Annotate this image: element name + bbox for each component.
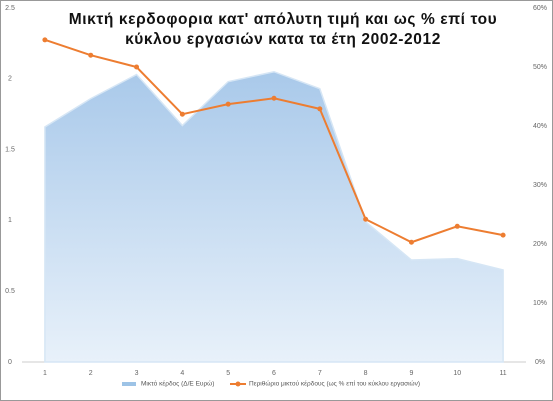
marker: [134, 64, 140, 70]
y-tick-label: 2.5: [5, 5, 15, 12]
y2-tick-label: 30%: [533, 182, 547, 189]
x-tick-label: 9: [410, 370, 414, 377]
x-tick-label: 3: [135, 370, 139, 377]
area: [44, 70, 504, 363]
legend-label: Περιθώριο μικτού κέρδους (ως % επί του κ…: [249, 380, 420, 388]
y2-tick-label: 20%: [533, 241, 547, 248]
y-tick-label: 1.5: [5, 146, 15, 153]
marker: [42, 37, 48, 43]
y-tick-label: 0: [8, 359, 12, 366]
legend-swatch: [235, 381, 241, 387]
y2-tick-label: 60%: [533, 5, 547, 12]
x-tick-label: 10: [453, 370, 461, 377]
chart-title: Μικτή κερδοφορια κατ' απόλυτη τιμή και ω…: [69, 11, 498, 28]
marker: [408, 239, 414, 245]
y2-tick-label: 0%: [535, 359, 545, 366]
x-tick-label: 1: [43, 370, 47, 377]
y2-tick-label: 10%: [533, 300, 547, 307]
x-tick-label: 6: [272, 370, 276, 377]
y2-tick-label: 50%: [533, 64, 547, 71]
marker: [88, 52, 94, 58]
marker: [225, 101, 231, 107]
x-tick-label: 7: [318, 370, 322, 377]
x-tick-label: 5: [226, 370, 230, 377]
marker: [179, 111, 185, 117]
marker: [454, 223, 460, 229]
legend-label: Μικτό κέρδος (Δ/Ε Ευρώ): [141, 380, 214, 388]
x-tick-label: 4: [180, 370, 184, 377]
chart-title: κύκλου εργασιών κατα τα έτη 2002-2012: [125, 31, 441, 48]
y-tick-label: 1: [8, 217, 12, 224]
marker: [500, 232, 506, 238]
legend-swatch: [122, 382, 136, 386]
y2-tick-label: 40%: [533, 123, 547, 130]
x-tick-label: 8: [364, 370, 368, 377]
x-tick-label: 2: [89, 370, 93, 377]
marker: [317, 106, 323, 112]
y-tick-label: 0.5: [5, 288, 15, 295]
y-tick-label: 2: [8, 76, 12, 83]
marker: [271, 95, 277, 101]
x-tick-label: 11: [499, 370, 506, 377]
marker: [363, 216, 369, 222]
